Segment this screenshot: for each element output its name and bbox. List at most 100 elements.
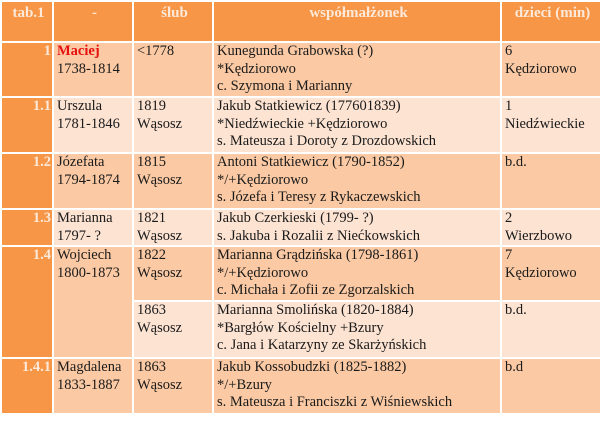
spouse-places: */+Kędziorowo <box>217 171 309 188</box>
wedding-place: Wąsosz <box>137 376 183 393</box>
table-row: 1863 Wąsosz Marianna Smolińska (1820-1884… <box>1 300 600 359</box>
spouse-cell: Kunegunda Grabowska (?) *Kędziorowo c. Szy… <box>212 41 502 98</box>
person-name: Maciej <box>57 43 100 59</box>
spouse-cell: Marianna Grądzińska (1798-1861) */+Kędzio… <box>212 245 502 302</box>
header-person: - <box>52 0 134 43</box>
wedding-year: <1778 <box>137 43 175 59</box>
children-cell: b.d. <box>500 300 600 359</box>
table-row: 1.4.1 Magdalena 1833-1887 1863 Wąsosz Jaku… <box>0 357 600 415</box>
wedding-year: 1863 <box>137 302 166 318</box>
person-cell: Magdalena 1833-1887 <box>52 357 134 415</box>
spouse-parents: s. Jakuba i Rozalii z Niećkowskich <box>217 227 420 244</box>
children-count: 7 <box>505 247 513 263</box>
row-index: 1 <box>0 41 54 98</box>
header-children: dzieci (min) <box>500 0 600 43</box>
children-cell: 1 Niedźwieckie <box>500 96 600 154</box>
person-name: Wojciech <box>57 247 112 263</box>
children-place: Kędziorowo <box>505 264 577 281</box>
table-row: 1 Maciej 1738-1814 <1778 Kunegunda Grabow… <box>0 41 600 98</box>
spouse-places: *Kędziorowo <box>217 60 296 77</box>
spouse-parents: c. Michała i Zofii ze Zgorzalskich <box>217 282 415 298</box>
header-row: tab.1 - ślub współmałżonek dzieci (min) <box>0 0 600 43</box>
children-count: b.d <box>505 359 524 375</box>
person-name: Marianna <box>57 210 113 226</box>
children-count: 2 <box>505 210 513 226</box>
spouse-name: Jakub Statkiewicz (177601839) <box>217 98 401 114</box>
children-count: 1 <box>505 98 513 114</box>
wedding-cell: 1819 Wąsosz <box>132 96 214 154</box>
table-row: 1.2 Józefata 1794-1874 1815 Wąsosz Antoni … <box>0 152 600 210</box>
spouse-places: */+Kędziorowo <box>217 264 309 281</box>
person-dates: 1800-1873 <box>57 264 120 281</box>
person-dates: 1797- ? <box>57 227 101 244</box>
person-dates: 1833-1887 <box>57 376 120 393</box>
spouse-places: *Niedźwieckie +Kędziorowo <box>217 115 388 132</box>
person-name: Józefata <box>57 154 105 170</box>
children-cell: b.d. <box>500 152 600 210</box>
spouse-parents: c. Jana i Katarzyny ze Skarżyńskich <box>217 337 427 353</box>
header-wedding: ślub <box>132 0 214 43</box>
wedding-place: Wąsosz <box>137 264 183 281</box>
header-spouse: współmałżonek <box>212 0 502 43</box>
wedding-cell: 1822 Wąsosz <box>132 245 214 302</box>
spouse-places: */+Bzury <box>217 376 272 393</box>
children-place: Niedźwieckie <box>505 115 585 132</box>
spouse-name: Marianna Smolińska (1820-1884) <box>217 302 414 318</box>
person-name: Urszula <box>57 98 103 114</box>
children-cell: b.d <box>500 357 600 415</box>
person-dates: 1781-1846 <box>57 115 120 132</box>
wedding-year: 1819 <box>137 98 166 114</box>
wedding-year: 1863 <box>137 359 166 375</box>
spouse-cell: Jakub Czerkieski (1799- ?) s. Jakuba i Ro… <box>212 208 502 247</box>
spouse-name: Antoni Statkiewicz (1790-1852) <box>217 154 405 170</box>
spouse-name: Jakub Czerkieski (1799- ?) <box>217 210 374 226</box>
table-row: 1.3 Marianna 1797- ? 1821 Wąsosz Jakub Cze… <box>0 208 600 247</box>
spouse-places: *Bargłów Kościelny +Bzury <box>217 319 384 336</box>
person-dates: 1738-1814 <box>57 60 120 77</box>
wedding-cell: 1863 Wąsosz <box>132 357 214 415</box>
wedding-place: Wąsosz <box>137 227 183 244</box>
header-tab: tab.1 <box>0 0 54 43</box>
wedding-cell: <1778 <box>132 41 214 98</box>
wedding-year: 1815 <box>137 154 166 170</box>
person-name: Magdalena <box>57 359 122 375</box>
children-count: 6 <box>505 43 513 59</box>
row-index: 1.1 <box>0 96 54 154</box>
spouse-parents: s. Józefa i Teresy z Rykaczewskich <box>217 189 421 205</box>
spouse-parents: c. Szymona i Marianny <box>217 78 353 94</box>
spouse-cell: Marianna Smolińska (1820-1884) *Bargłów K… <box>212 300 502 359</box>
person-cell: Józefata 1794-1874 <box>52 152 134 210</box>
wedding-cell: 1815 Wąsosz <box>132 152 214 210</box>
genealogy-table: tab.1 - ślub współmałżonek dzieci (min) … <box>0 0 600 415</box>
children-cell: 7 Kędziorowo <box>500 245 600 302</box>
row-index: 1.4 <box>0 245 54 359</box>
person-cell: Wojciech 1800-1873 <box>52 245 134 359</box>
children-cell: 6 Kędziorowo <box>500 41 600 98</box>
spouse-name: Jakub Kossobudzki (1825-1882) <box>217 359 407 375</box>
wedding-place: Wąsosz <box>137 319 183 336</box>
children-place: Kędziorowo <box>505 60 577 77</box>
spouse-name: Kunegunda Grabowska (?) <box>217 43 374 59</box>
person-cell: Urszula 1781-1846 <box>52 96 134 154</box>
wedding-cell: 1821 Wąsosz <box>132 208 214 247</box>
children-cell: 2 Wierzbowo <box>500 208 600 247</box>
row-index: 1.3 <box>0 208 54 247</box>
spouse-parents: s. Mateusza i Doroty z Drozdowskich <box>217 133 437 149</box>
table-row: 1.1 Urszula 1781-1846 1819 Wąsosz Jakub St… <box>0 96 600 154</box>
person-cell: Marianna 1797- ? <box>52 208 134 247</box>
wedding-year: 1821 <box>137 210 166 226</box>
wedding-year: 1822 <box>137 247 166 263</box>
wedding-place: Wąsosz <box>137 171 183 188</box>
spouse-cell: Antoni Statkiewicz (1790-1852) */+Kędzior… <box>212 152 502 210</box>
wedding-place: Wąsosz <box>137 115 183 132</box>
row-index: 1.2 <box>0 152 54 210</box>
person-dates: 1794-1874 <box>57 171 120 188</box>
spouse-cell: Jakub Kossobudzki (1825-1882) */+Bzury s. … <box>212 357 502 415</box>
children-count: b.d. <box>505 154 527 170</box>
children-place: Wierzbowo <box>505 227 573 244</box>
table-row: 1.4 Wojciech 1800-1873 1822 Wąsosz Mariann… <box>0 245 600 359</box>
person-cell: Maciej 1738-1814 <box>52 41 134 98</box>
spouse-cell: Jakub Statkiewicz (177601839) *Niedźwieck… <box>212 96 502 154</box>
wedding-cell: 1863 Wąsosz <box>132 300 214 359</box>
children-count: b.d. <box>505 302 527 318</box>
